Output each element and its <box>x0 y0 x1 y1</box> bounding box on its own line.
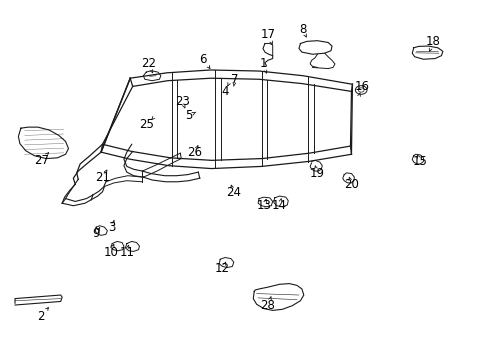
Text: 11: 11 <box>119 246 134 258</box>
Text: 14: 14 <box>271 199 286 212</box>
Text: 25: 25 <box>139 118 153 131</box>
Text: 27: 27 <box>34 154 49 167</box>
Text: 20: 20 <box>344 178 358 191</box>
Text: 4: 4 <box>221 85 228 98</box>
Text: 2: 2 <box>38 310 45 323</box>
Text: 19: 19 <box>309 167 324 180</box>
Text: 7: 7 <box>230 73 238 86</box>
Text: 10: 10 <box>103 246 118 258</box>
Text: 6: 6 <box>199 53 206 66</box>
Text: 23: 23 <box>175 95 189 108</box>
Text: 1: 1 <box>259 57 266 71</box>
Text: 22: 22 <box>141 57 155 71</box>
Text: 5: 5 <box>184 109 192 122</box>
Text: 12: 12 <box>215 262 230 275</box>
Text: 9: 9 <box>92 227 100 240</box>
Text: 28: 28 <box>260 299 275 312</box>
Text: 15: 15 <box>412 155 427 168</box>
Text: 21: 21 <box>95 171 110 184</box>
Text: 3: 3 <box>108 221 116 234</box>
Text: 18: 18 <box>425 35 440 48</box>
Text: 16: 16 <box>354 80 369 93</box>
Text: 13: 13 <box>256 199 271 212</box>
Text: 17: 17 <box>260 28 275 41</box>
Text: 8: 8 <box>299 23 306 36</box>
Text: 26: 26 <box>187 146 202 159</box>
Text: 24: 24 <box>226 186 241 199</box>
